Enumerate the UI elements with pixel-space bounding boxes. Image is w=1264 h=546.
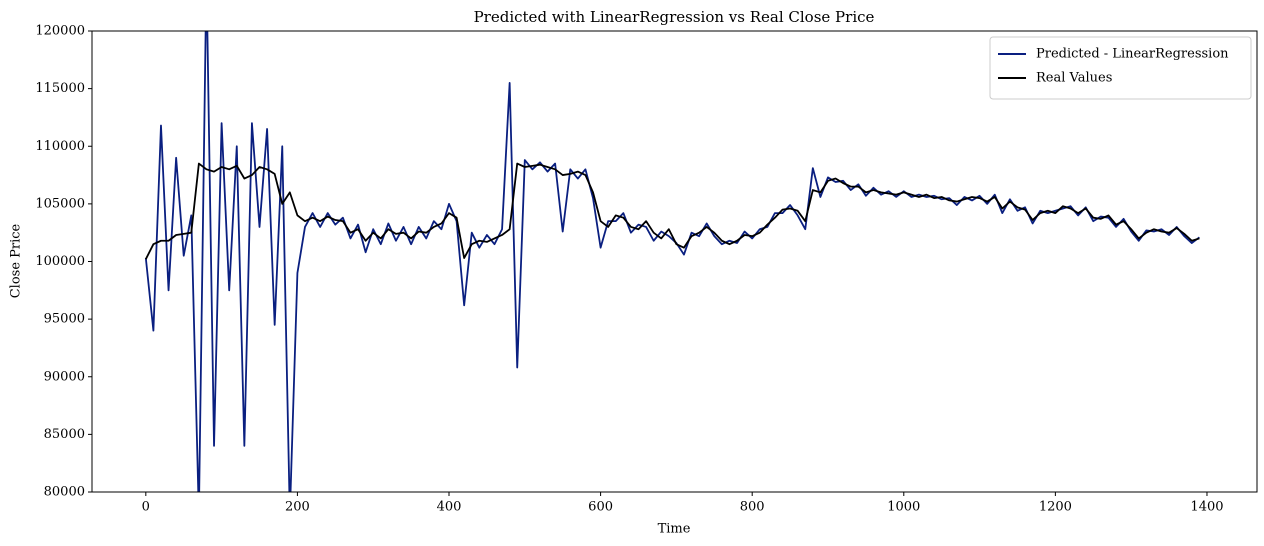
x-tick-label: 1000 xyxy=(887,500,920,515)
y-axis-label: Close Price xyxy=(9,223,24,298)
y-tick-label: 110000 xyxy=(35,139,85,154)
plot-area xyxy=(144,31,1200,492)
x-tick-label: 200 xyxy=(285,500,310,515)
plot-frame xyxy=(91,30,1258,493)
x-axis-label: Time xyxy=(658,522,691,537)
legend-label: Real Values xyxy=(1036,71,1112,86)
x-tick-label: 400 xyxy=(437,500,462,515)
y-tick-label: 105000 xyxy=(35,196,85,211)
x-tick-label: 600 xyxy=(588,500,613,515)
y-tick-label: 100000 xyxy=(35,254,85,269)
legend: Predicted - LinearRegression Real Values xyxy=(989,36,1252,100)
y-tick-label: 80000 xyxy=(44,485,85,500)
x-tick-label: 1400 xyxy=(1190,500,1223,515)
series-line xyxy=(144,31,1200,492)
y-tick-label: 120000 xyxy=(35,24,85,39)
legend-box xyxy=(989,36,1252,100)
x-tick-label: 1200 xyxy=(1039,500,1072,515)
y-tick-label: 115000 xyxy=(35,81,85,96)
x-tick-label: 0 xyxy=(142,500,150,515)
y-tick-label: 95000 xyxy=(44,312,85,327)
y-tick-label: 90000 xyxy=(44,369,85,384)
x-tick-label: 800 xyxy=(740,500,765,515)
legend-label: Predicted - LinearRegression xyxy=(1036,47,1229,62)
chart-title: Predicted with LinearRegression vs Real … xyxy=(474,8,875,26)
series-line xyxy=(145,162,1200,260)
y-tick-label: 85000 xyxy=(44,427,85,442)
